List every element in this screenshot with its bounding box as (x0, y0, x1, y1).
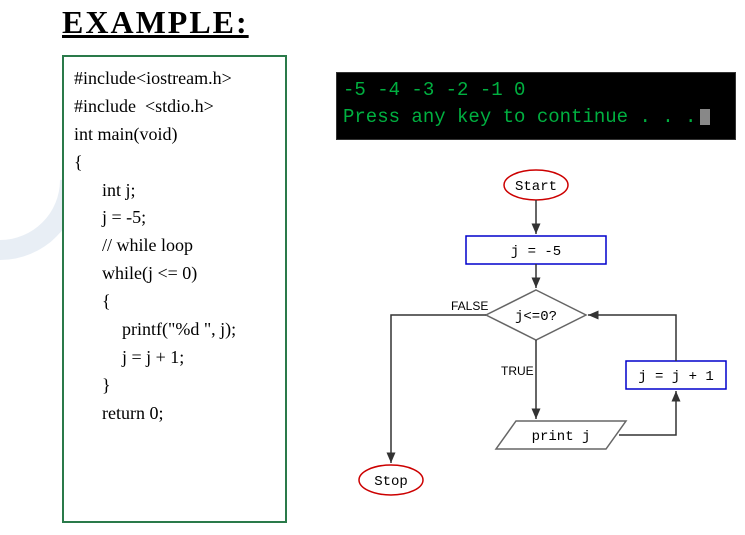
node-label: j = -5 (511, 244, 561, 260)
code-line: printf("%d ", j); (74, 316, 275, 344)
code-line: int j; (74, 177, 275, 205)
code-line: j = j + 1; (74, 344, 275, 372)
page-title: EXAMPLE: (62, 4, 249, 41)
console-line: -5 -4 -3 -2 -1 0 (343, 77, 729, 104)
code-line: while(j <= 0) (74, 260, 275, 288)
code-line: { (74, 288, 275, 316)
code-line: // while loop (74, 232, 275, 260)
code-line: #include<iostream.h> (74, 65, 275, 93)
console-line: Press any key to continue . . . (343, 104, 729, 131)
code-line: } (74, 372, 275, 400)
cursor-icon (700, 109, 710, 125)
code-line: int main(void) (74, 121, 275, 149)
edge-label-true: TRUE (501, 364, 534, 378)
code-line: #include <stdio.h> (74, 93, 275, 121)
node-label: print j (532, 429, 591, 445)
node-label: j<=0? (515, 309, 557, 325)
code-line: j = -5; (74, 204, 275, 232)
code-block: #include<iostream.h> #include <stdio.h> … (62, 55, 287, 523)
flowchart-diagram: Start j = -5 j<=0? FALSE TRUE print j j … (336, 160, 736, 530)
node-label: Start (515, 179, 557, 195)
node-label: Stop (374, 474, 408, 490)
code-line: return 0; (74, 400, 275, 428)
console-output: -5 -4 -3 -2 -1 0 Press any key to contin… (336, 72, 736, 140)
code-line: { (74, 149, 275, 177)
edge-label-false: FALSE (451, 299, 488, 313)
node-label: j = j + 1 (638, 369, 714, 385)
